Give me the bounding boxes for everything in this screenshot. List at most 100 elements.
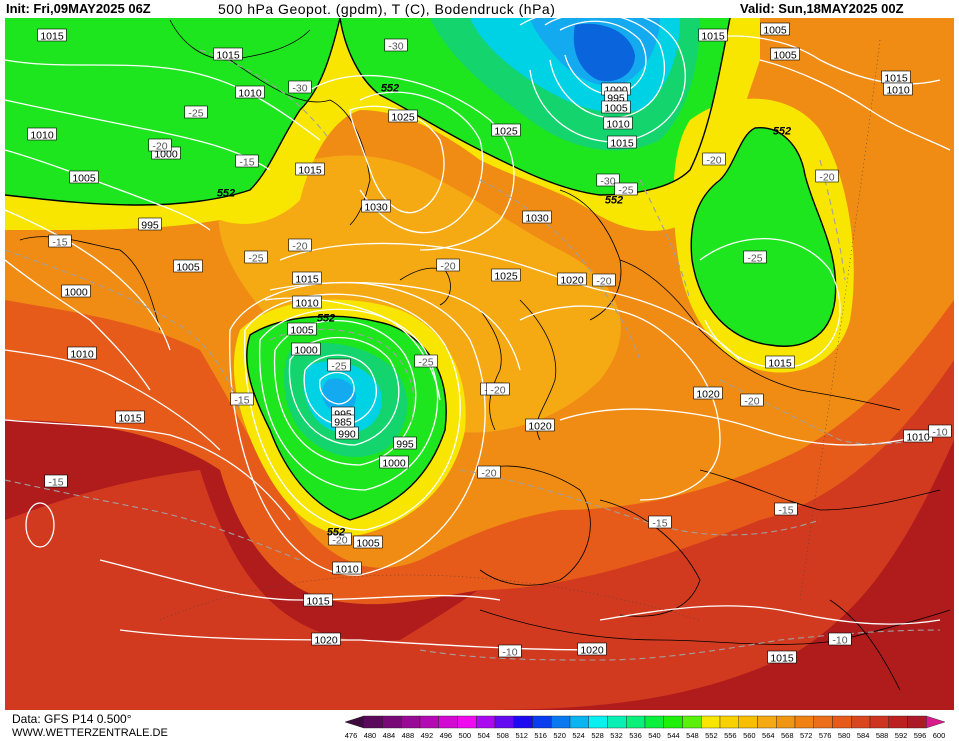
svg-text:-10: -10 [932, 427, 947, 439]
isotherm-label: -20 [148, 138, 172, 153]
svg-text:1025: 1025 [391, 112, 415, 124]
isotherm-label: -20 [486, 382, 510, 397]
svg-text:-15: -15 [239, 157, 254, 169]
isobar-label: 995 [138, 217, 162, 232]
isotherm-label: -15 [648, 515, 672, 530]
svg-text:-20: -20 [490, 385, 505, 397]
svg-text:1015: 1015 [884, 73, 908, 85]
colorbar-tick-label: 556 [724, 731, 737, 740]
isobar-label: 1025 [491, 268, 521, 283]
isobar-label: 1010 [67, 346, 97, 361]
isotherm-label: -25 [244, 250, 268, 265]
svg-text:1005: 1005 [176, 262, 200, 274]
svg-text:-15: -15 [48, 477, 63, 489]
colorbar-tick-label: 580 [838, 731, 851, 740]
svg-text:-25: -25 [188, 108, 203, 120]
isobar-label: 990 [335, 426, 359, 441]
isotherm-label: -20 [288, 238, 312, 253]
isobar-loop-southwest [25, 502, 55, 548]
isobar-label: 1010 [883, 82, 913, 97]
colorbar-swatch [551, 715, 571, 729]
isobar-label: 1005 [287, 322, 317, 337]
isobar-label: 1020 [525, 418, 555, 433]
isotherm-label: -25 [327, 358, 351, 373]
colorbar-swatch [738, 715, 758, 729]
svg-text:552: 552 [217, 188, 235, 200]
isotherm-label: -10 [828, 632, 852, 647]
colorbar-swatch [382, 715, 402, 729]
svg-text:995: 995 [141, 220, 159, 232]
isotherm-label: -15 [48, 234, 72, 249]
svg-text:1010: 1010 [606, 119, 630, 131]
graticule [159, 39, 881, 621]
svg-text:1015: 1015 [40, 31, 64, 43]
svg-text:-15: -15 [778, 505, 793, 517]
svg-text:995: 995 [396, 439, 414, 451]
svg-text:1015: 1015 [295, 274, 319, 286]
isotherm-label: -25 [414, 354, 438, 369]
svg-text:1005: 1005 [604, 103, 628, 115]
colorbar-tick-label: 576 [819, 731, 832, 740]
isotherm-label: -20 [436, 258, 460, 273]
colorbar-tick-label: 500 [459, 731, 472, 740]
svg-text:1025: 1025 [494, 126, 518, 138]
colorbar-tick-label: 516 [534, 731, 547, 740]
isotherm-label: -15 [235, 154, 259, 169]
isotherm-label: -30 [596, 173, 620, 188]
chart-header: Init: Fri,09MAY2025 06Z 500 hPa Geopot. … [0, 0, 959, 18]
colorbar-swatch [907, 715, 927, 729]
isobar-label: 1005 [353, 535, 383, 550]
isobar-label: 1015 [303, 593, 333, 608]
colorbar-tick-label: 504 [478, 731, 491, 740]
svg-text:-25: -25 [747, 253, 762, 265]
colorbar-swatches [344, 715, 946, 729]
isotherm-label: -15 [44, 474, 68, 489]
svg-text:-15: -15 [52, 237, 67, 249]
colorbar-swatch [701, 715, 721, 729]
colorbar-tick-label: 496 [440, 731, 453, 740]
isobar-label: 1015 [37, 28, 67, 43]
colorbar-tick-label: 480 [364, 731, 377, 740]
colorbar-tick-label: 600 [933, 731, 946, 740]
isobar-label: 1005 [601, 100, 631, 115]
colorbar-swatch [851, 715, 871, 729]
isobar-label: 1025 [491, 123, 521, 138]
coastlines [19, 19, 951, 691]
colorbar-tick-label: 572 [800, 731, 813, 740]
svg-text:1015: 1015 [216, 50, 240, 62]
isotherm-label: -10 [498, 644, 522, 659]
svg-text:1010: 1010 [295, 298, 319, 310]
isobar-label: 1020 [693, 386, 723, 401]
colorbar-tick-label: 552 [705, 731, 718, 740]
svg-text:-20: -20 [440, 261, 455, 273]
svg-text:1020: 1020 [528, 421, 552, 433]
isobar-label: 1005 [173, 259, 203, 274]
svg-text:1010: 1010 [70, 349, 94, 361]
isobar-label: 1005 [770, 47, 800, 62]
colorbar-swatch [926, 715, 946, 729]
data-source: Data: GFS P14 0.500° [12, 712, 132, 726]
isotherm-label: -20 [592, 273, 616, 288]
colorbar-tick-label: 484 [383, 731, 396, 740]
svg-text:1020: 1020 [580, 645, 604, 657]
svg-text:1000: 1000 [154, 149, 178, 161]
isobar-label: 1020 [557, 272, 587, 287]
colorbar-swatch [682, 715, 702, 729]
svg-text:1020: 1020 [314, 635, 338, 647]
isobar-label: 1010 [332, 561, 362, 576]
isobar-label: 1025 [388, 109, 418, 124]
svg-text:1030: 1030 [364, 202, 388, 214]
isobar-label: 1015 [115, 410, 145, 425]
weather-map: 1015101510101010100510009951005100010101… [5, 18, 954, 710]
chart-title: 500 hPa Geopot. (gpdm), T (C), Bodendruc… [218, 1, 556, 17]
svg-text:1015: 1015 [701, 31, 725, 43]
isotherm-label: -25 [184, 105, 208, 120]
colorbar-tick-label: 540 [648, 731, 661, 740]
isotherm-label: -30 [384, 38, 408, 53]
colorbar-swatch [607, 715, 627, 729]
geopotential-label: 552 [317, 313, 335, 325]
isotherm-label: -20 [702, 152, 726, 167]
isobar-labels: 1015101510101010100510009951005100010101… [27, 22, 933, 665]
colorbar-tick-label: 564 [762, 731, 775, 740]
isotherm-label: -20 [328, 532, 352, 547]
